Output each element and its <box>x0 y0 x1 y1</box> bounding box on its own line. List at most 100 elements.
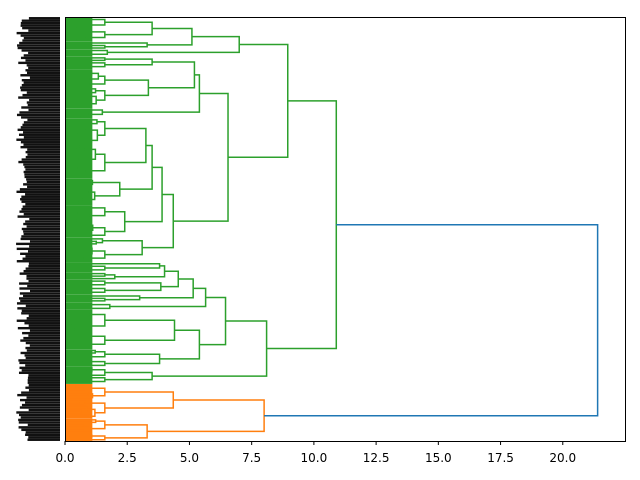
leaf-label <box>17 128 60 132</box>
leaf-label <box>22 257 60 260</box>
leaf-label <box>23 336 60 340</box>
leaf-label <box>22 26 60 30</box>
leaf-label <box>23 230 61 233</box>
leaf-label <box>23 183 61 186</box>
leaf-cluster-link <box>65 240 97 245</box>
leaf-label <box>22 123 60 127</box>
leaf-label <box>20 126 60 129</box>
leaf-cluster-link <box>65 57 106 62</box>
leaf-label <box>22 93 60 97</box>
leaf-cluster-link <box>104 21 153 36</box>
leaf-label <box>26 396 61 399</box>
leaf-cluster-link <box>65 62 106 68</box>
leaf-cluster-link <box>65 146 78 151</box>
leaf-label <box>25 304 61 308</box>
merge-link <box>152 320 268 377</box>
leaf-cluster-link <box>78 224 94 231</box>
leaf-label <box>20 141 60 144</box>
leaf-cluster-link <box>104 424 148 439</box>
leaf-cluster-link <box>65 173 73 178</box>
leaf-label <box>28 279 60 283</box>
leaf-cluster-link <box>96 121 106 136</box>
leaf-label <box>27 438 61 441</box>
merge-link <box>160 270 179 288</box>
leaf-cluster-link <box>65 349 96 354</box>
leaf-cluster-link <box>65 377 106 383</box>
leaf-label <box>21 369 61 372</box>
leaf-cluster-link <box>72 100 82 108</box>
leaf-label <box>18 160 60 164</box>
leaf-label <box>26 274 61 278</box>
leaf-cluster-link <box>65 255 84 261</box>
leaf-label <box>21 207 60 211</box>
leaf-label <box>23 143 60 146</box>
leaf-label <box>28 108 60 112</box>
leaf-label <box>20 56 60 60</box>
leaf-cluster-link <box>65 94 81 99</box>
leaf-label <box>18 418 61 422</box>
leaf-label <box>19 406 61 409</box>
leaf-label <box>23 36 60 40</box>
dendrogram-links <box>65 17 599 441</box>
leaf-label <box>28 324 60 327</box>
leaf-label <box>16 247 60 251</box>
leaf-cluster-link <box>65 196 83 204</box>
leaf-label <box>25 193 61 196</box>
leaf-label <box>21 83 60 87</box>
leaf-label <box>26 349 61 352</box>
leaf-label <box>27 153 60 156</box>
leaf-label <box>19 282 61 285</box>
leaf-label <box>25 386 61 389</box>
leaf-label <box>20 86 61 89</box>
leaf-label <box>29 76 60 79</box>
leaf-cluster-link <box>65 435 106 441</box>
leaf-label <box>19 41 61 45</box>
leaf-label <box>21 428 60 432</box>
leaf-cluster-link <box>95 90 106 101</box>
leaf-label <box>20 34 60 37</box>
leaf-label <box>23 81 60 84</box>
leaf-label <box>26 277 60 280</box>
leaf-cluster-link <box>89 75 106 85</box>
leaf-label <box>19 287 60 290</box>
leaf-label <box>26 180 60 184</box>
leaf-label <box>23 212 60 216</box>
leaf-label <box>24 322 60 325</box>
x-tick-label: 17.5 <box>487 451 514 465</box>
x-tick-label: 20.0 <box>549 451 576 465</box>
leaf-label <box>21 158 61 161</box>
leaf-label <box>29 329 60 332</box>
leaf-label <box>17 215 60 218</box>
merge-link <box>109 287 207 308</box>
leaf-label <box>26 64 60 67</box>
leaf-label <box>20 21 61 25</box>
merge-link <box>139 278 194 299</box>
leaf-label <box>23 131 60 134</box>
leaf-cluster-link <box>65 34 87 41</box>
leaf-label <box>21 309 60 313</box>
leaf-label <box>25 401 61 404</box>
leaf-label <box>16 319 61 322</box>
leaf-cluster-link <box>65 64 91 69</box>
leaf-label <box>22 39 60 42</box>
leaf-cluster-link <box>65 199 79 205</box>
leaf-label <box>29 98 60 102</box>
x-tick-label: 5.0 <box>180 451 199 465</box>
leaf-label <box>23 294 60 298</box>
leaf-cluster-link <box>65 44 106 49</box>
leaf-cluster-link <box>65 367 93 373</box>
leaf-label <box>20 252 60 255</box>
leaf-label <box>27 118 60 122</box>
leaf-label <box>25 168 60 171</box>
leaf-cluster-link <box>65 287 106 293</box>
x-tick-label: 7.5 <box>242 451 261 465</box>
leaf-cluster-link <box>85 129 99 142</box>
leaf-label <box>23 232 60 236</box>
leaf-label <box>26 101 60 104</box>
leaf-label <box>27 185 60 189</box>
leaf-label <box>17 44 60 47</box>
leaf-label <box>17 393 61 397</box>
leaf-cluster-link <box>65 290 85 295</box>
leaf-label <box>28 436 60 439</box>
